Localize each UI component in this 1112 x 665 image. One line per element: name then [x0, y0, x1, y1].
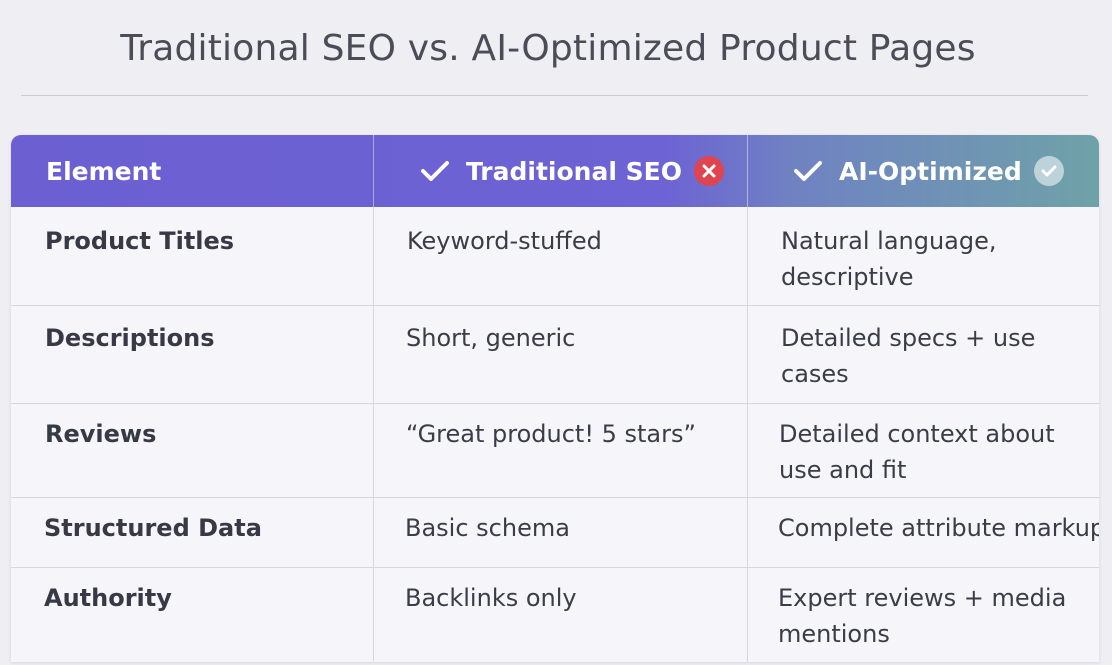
row-traditional: Basic schema [405, 514, 570, 542]
row-element: Reviews [45, 420, 157, 448]
row-ai-line: Detailed specs + use [781, 324, 1036, 352]
row-traditional: Short, generic [406, 324, 576, 352]
header-traditional: Traditional SEO [420, 135, 724, 207]
check-icon [794, 161, 822, 181]
row-ai-line: descriptive [781, 263, 914, 291]
row-ai-line: Expert reviews + media [778, 584, 1067, 612]
page-title: Traditional SEO vs. AI-Optimized Product… [120, 28, 976, 69]
check-circle-icon [1033, 156, 1064, 186]
column-divider [747, 207, 748, 662]
row-element: Product Titles [45, 227, 235, 255]
row-ai-line: use and fit [779, 456, 907, 484]
header-ai: AI-Optimized [793, 135, 1064, 207]
row-ai-line: Natural language, [781, 227, 997, 255]
column-divider [373, 207, 374, 662]
row-element: Descriptions [45, 324, 215, 352]
title-divider [21, 95, 1088, 96]
table-row: Reviews “Great product! 5 stars” Detaile… [11, 403, 1099, 498]
x-circle-icon [693, 156, 724, 186]
row-ai: Natural language, descriptive [781, 223, 997, 295]
row-ai: Detailed context about use and fit [779, 416, 1055, 488]
row-ai: Expert reviews + media mentions [778, 580, 1066, 652]
table-header: Element Traditional SEO AI-Optimized [11, 135, 1099, 207]
header-divider [747, 135, 748, 207]
row-ai-line: mentions [778, 620, 890, 648]
table-row: Authority Backlinks only Expert reviews … [11, 567, 1099, 662]
row-ai-line: Detailed context about [779, 420, 1055, 448]
row-element: Structured Data [44, 514, 262, 542]
row-element: Authority [44, 584, 172, 612]
table-row: Structured Data Basic schema Complete at… [11, 497, 1099, 568]
row-traditional: “Great product! 5 stars” [406, 420, 696, 448]
row-ai: Complete attribute markup [778, 514, 1099, 542]
row-ai: Detailed specs + use cases [781, 320, 1035, 392]
check-icon [421, 161, 449, 181]
comparison-table: Element Traditional SEO AI-Optimized [11, 135, 1099, 662]
header-traditional-label: Traditional SEO [466, 156, 682, 186]
header-element: Element [46, 156, 162, 186]
table-row: Descriptions Short, generic Detailed spe… [11, 305, 1099, 404]
header-divider [373, 135, 374, 207]
table-row: Product Titles Keyword-stuffed Natural l… [11, 207, 1099, 305]
row-traditional: Backlinks only [405, 584, 577, 612]
row-ai-line: cases [781, 360, 849, 388]
header-ai-label: AI-Optimized [839, 156, 1022, 186]
row-traditional: Keyword-stuffed [407, 227, 602, 255]
